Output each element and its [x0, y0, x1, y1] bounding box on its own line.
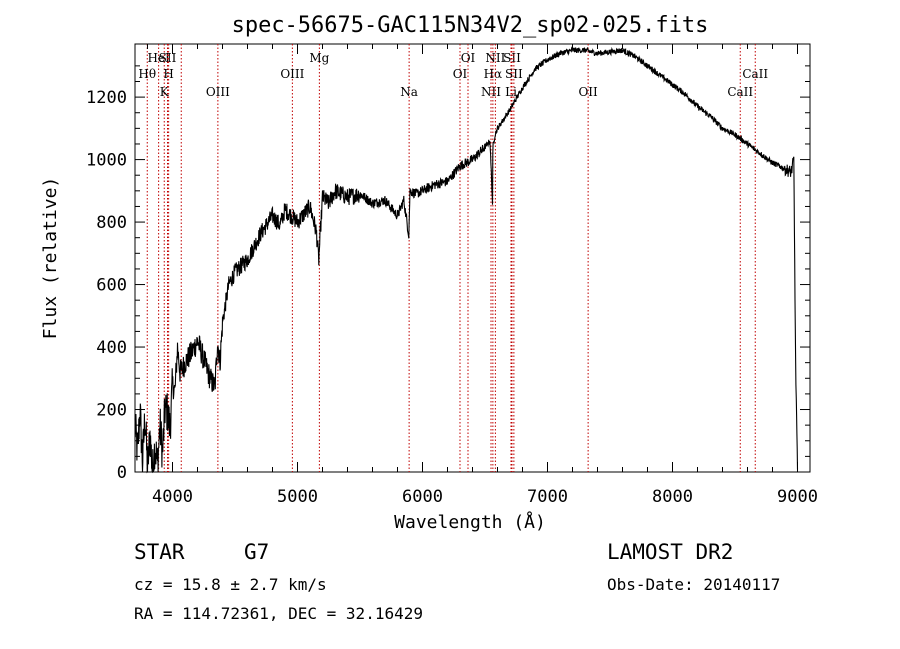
y-tick-label: 400: [96, 338, 127, 358]
y-tick-label: 1200: [86, 88, 127, 108]
object-class: STAR: [134, 540, 185, 564]
x-tick-label: 9000: [777, 487, 818, 507]
y-tick-label: 800: [96, 213, 127, 233]
plot-area: HθHeIKSIIHOIIIOIIIMgNaOIOINIIHαNIILiSIIS…: [86, 43, 818, 507]
marker-label: CaII: [742, 67, 768, 81]
marker-label: K: [160, 85, 170, 99]
observation-date: Obs-Date: 20140117: [607, 575, 781, 594]
marker-label: NII: [485, 51, 505, 65]
x-tick-label: 7000: [527, 487, 568, 507]
chart-title: spec-56675-GAC115N34V2_sp02-025.fits: [232, 13, 709, 38]
x-tick-label: 4000: [152, 487, 193, 507]
y-axis-label: Flux (relative): [40, 177, 61, 340]
marker-label: Na: [400, 85, 418, 99]
marker-label: OIII: [206, 85, 230, 99]
y-tick-label: 1000: [86, 151, 127, 171]
x-tick-label: 5000: [277, 487, 318, 507]
spectrum-series: [134, 46, 799, 474]
marker-label: SII: [503, 51, 521, 65]
survey-name: LAMOST DR2: [607, 540, 734, 564]
axis-ticks: 4000 5000 6000 7000 8000 9000 0 200 400 600 800 100…: [86, 44, 818, 507]
redshift-velocity: cz = 15.8 ± 2.7 km/s: [134, 575, 327, 594]
marker-label: Li: [505, 85, 517, 99]
marker-label: CaII: [727, 85, 753, 99]
marker-label: OI: [453, 67, 468, 81]
plot-frame: [134, 43, 811, 473]
marker-label: OII: [578, 85, 598, 99]
x-tick-label: 6000: [402, 487, 443, 507]
marker-label: Hα: [484, 67, 503, 81]
y-tick-label: 600: [96, 276, 127, 296]
marker-label: Hθ: [138, 67, 156, 81]
marker-label: OI: [461, 51, 476, 65]
marker-label: NII: [481, 85, 501, 99]
x-tick-label: 8000: [652, 487, 693, 507]
marker-label: SII: [159, 51, 177, 65]
marker-label: SII: [505, 67, 523, 81]
spectrum-line: [134, 46, 799, 474]
x-axis-label: Wavelength (Å): [394, 511, 546, 533]
marker-label: H: [163, 67, 173, 81]
y-tick-label: 200: [96, 401, 127, 421]
marker-label: OIII: [280, 67, 304, 81]
coordinates: RA = 114.72361, DEC = 32.16429: [134, 604, 423, 623]
emission-line-markers: HθHeIKSIIHOIIIOIIIMgNaOIOINIIHαNIILiSIIS…: [138, 44, 768, 472]
object-subclass: G7: [244, 540, 270, 564]
y-tick-label: 0: [117, 463, 127, 483]
marker-label: Mg: [309, 51, 329, 65]
